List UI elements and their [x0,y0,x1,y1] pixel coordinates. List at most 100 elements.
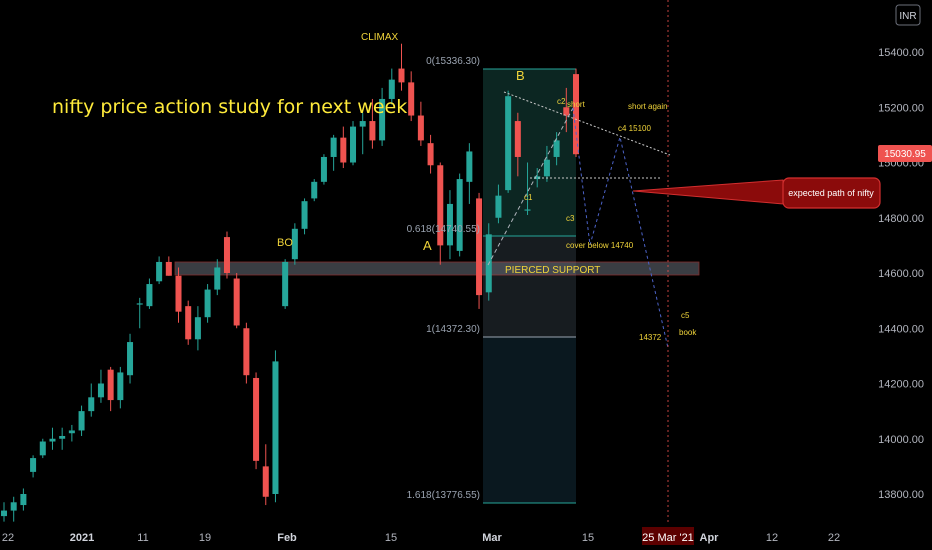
candle-up [59,435,66,439]
candle-down [107,369,114,401]
candle-up [88,397,95,412]
time-tick-label: 15 [582,532,594,544]
annotation-short: short [567,100,586,109]
annotation-c3: c3 [566,214,575,223]
candle-down [476,198,483,296]
time-tick-label: Mar [482,532,502,544]
fib-label-0618: 0.618(14740.55) [407,224,480,235]
candle-down [185,306,192,340]
candle-down [572,74,580,155]
candle-up [543,159,550,177]
annotation-book: book [679,328,697,337]
candle-down [340,137,347,163]
candle-down [165,261,172,276]
candle-series [0,43,580,522]
price-tick-label: 15400.00 [878,47,924,59]
candle-up [320,156,327,182]
annotation-b: B [516,68,525,83]
candle-down [408,82,415,116]
annotation-c2: c2 [557,97,566,106]
candle-up [379,98,386,141]
candle-up [495,195,502,218]
svg-text:INR: INR [899,11,916,22]
time-tick-label: 22 [2,532,14,544]
time-axis[interactable] [0,523,872,550]
candle-up [350,126,357,163]
candle-up [311,181,318,199]
annotation-bo: BO [277,237,293,249]
candle-up [127,342,134,376]
time-tick-label: Feb [277,532,297,544]
annotation-c4: c4 15100 [618,124,651,133]
price-tick-label: 14600.00 [878,268,924,280]
annotation-short-again: short again [628,102,668,111]
price-tick-label: 14200.00 [878,379,924,391]
time-tick-label: 11 [137,532,148,544]
candle-up [117,372,124,401]
rise-trendline [487,107,574,266]
candle-up [204,289,211,318]
candle-up [359,121,366,127]
fib-zone [483,68,576,504]
time-tick-label: 22 [828,532,840,544]
candle-up [272,361,279,494]
candle-up [97,383,104,398]
time-tick-label: 12 [766,532,778,544]
fib-label-0: 0(15336.30) [426,56,480,67]
candle-up [446,203,453,246]
fib-label-1: 1(14372.30) [426,324,480,335]
time-tick-label: Apr [700,532,720,544]
price-tick-label: 14400.00 [878,323,924,335]
annotation-c5: c5 [681,311,690,320]
highlight-date-badge [642,527,694,545]
candle-down [175,275,182,312]
candle-down [369,121,376,141]
time-tick-label: 19 [199,532,211,544]
candle-up [466,151,473,182]
candle-up [30,458,37,472]
candle-up [156,261,163,282]
candle-up [456,179,463,251]
time-axis-ticks: 22 2021 11 19 Feb 15 Mar 15 Apr 12 22 [2,532,840,544]
candle-up [0,510,8,517]
candle-up [534,176,541,180]
candle-up [136,303,143,305]
candle-down [223,237,230,273]
price-axis[interactable] [872,0,932,550]
trendlines [487,91,671,349]
candle-up [330,137,337,157]
last-price-label: 15030.95 [884,149,926,160]
annotation-climax: CLIMAX [361,32,399,43]
last-price-badge: 15030.95 [878,145,932,162]
currency-badge[interactable]: INR [895,4,921,26]
fib-label-1618: 1.618(13776.55) [407,490,480,501]
highlight-date-label: 25 Mar '21 [642,532,694,544]
candle-up [146,284,153,307]
expected-path-line [572,107,669,349]
candle-down [243,328,250,376]
annotation-c1: c1 [524,193,533,202]
resistance-trendline [503,91,671,156]
svg-text:expected path of nifty: expected path of nifty [788,188,874,198]
candle-down [437,165,444,246]
candle-down [417,115,424,141]
candle-up [301,201,308,229]
candle-up [20,494,27,506]
candle-up [214,267,221,290]
chart-title: nifty price action study for next week [52,96,407,118]
candle-up [39,441,46,456]
annotation-cover: cover below 14740 [566,241,634,250]
candle-up [388,79,395,99]
candle-down [398,68,405,83]
time-tick-label: 15 [385,532,397,544]
candle-up [505,96,512,191]
annotation-target: 14372 [639,333,662,342]
candle-up [78,411,85,431]
price-tick-label: 14800.00 [878,213,924,225]
time-tick-label: 2021 [70,532,94,544]
candle-up [524,209,531,211]
pierced-support-label: PIERCED SUPPORT [505,265,600,276]
candle-down [233,278,240,326]
pierced-support-zone [174,261,700,276]
